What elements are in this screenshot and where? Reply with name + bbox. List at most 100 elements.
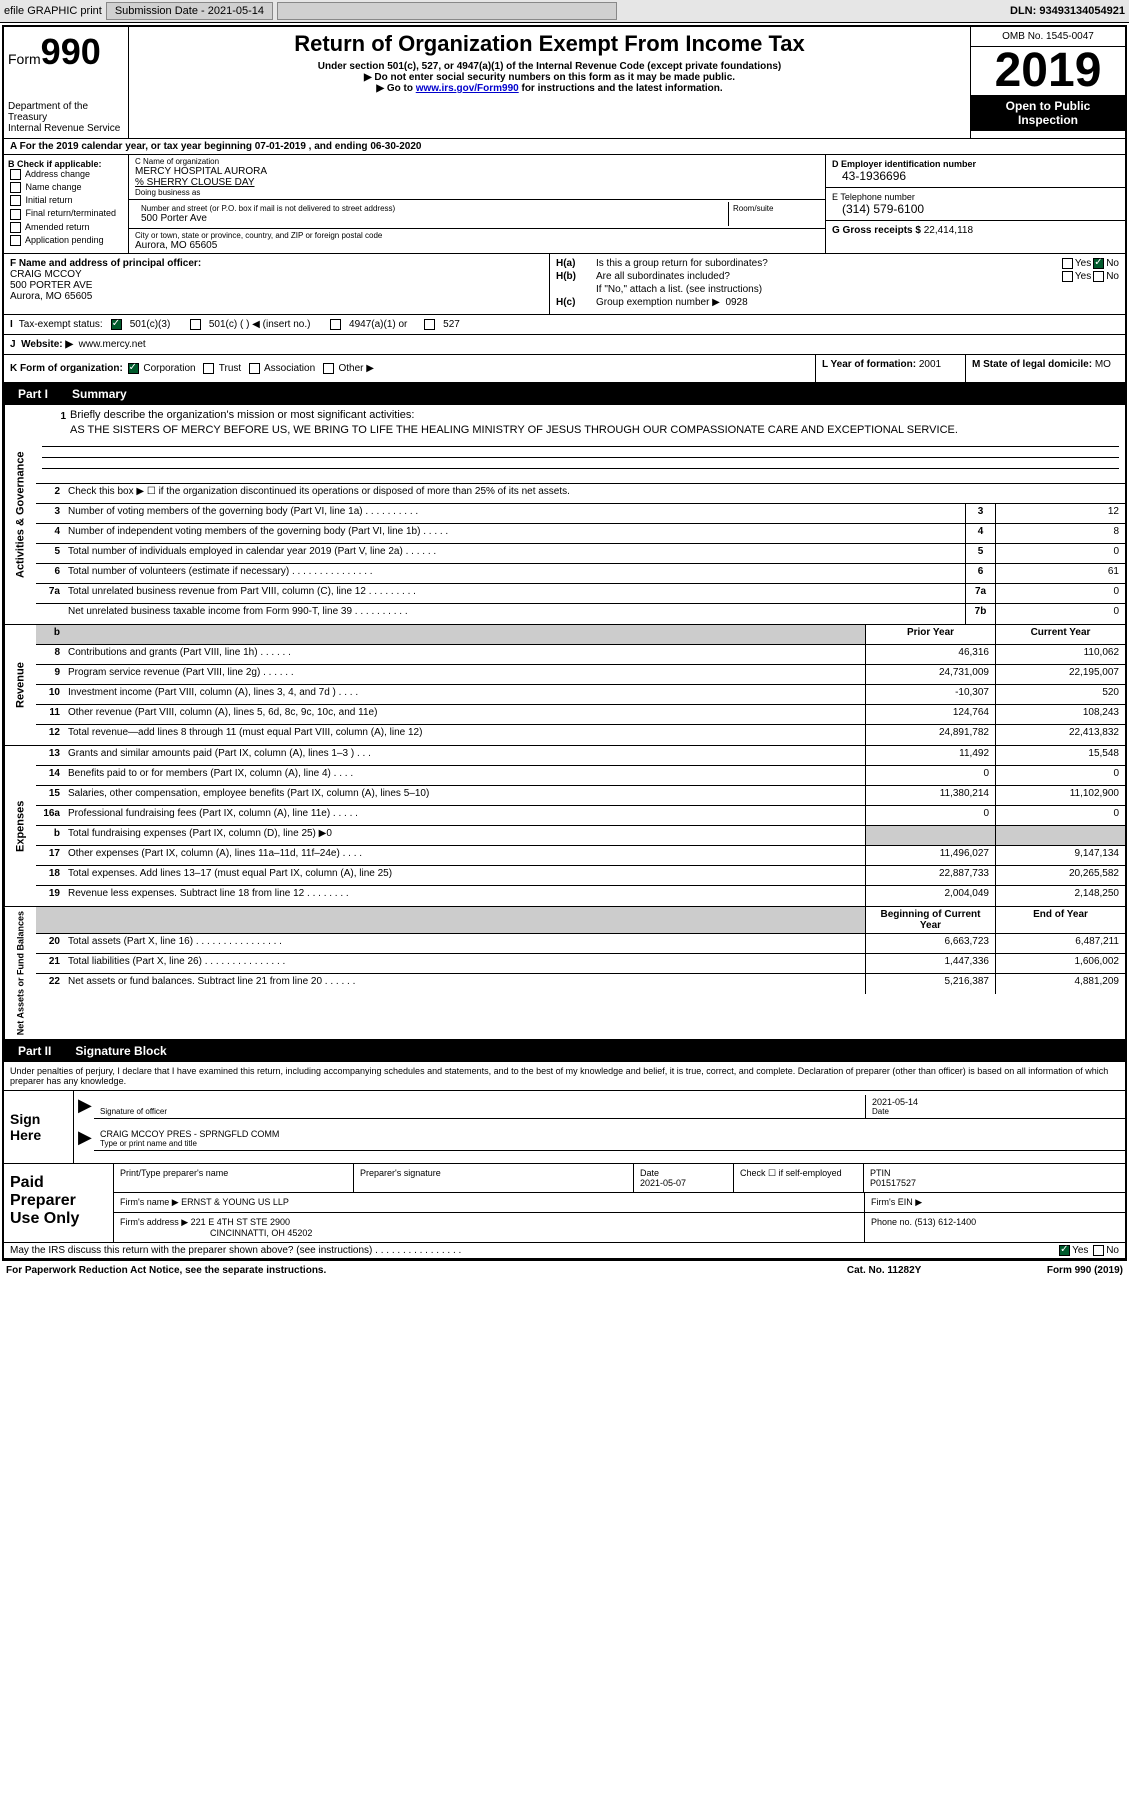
chk-amended-return[interactable]: Amended return [8,222,124,233]
line-box: 5 [965,544,995,563]
current-value: 6,487,211 [995,934,1125,953]
line-1-num: 1 [42,409,70,424]
irs-no-chk[interactable] [1093,1245,1104,1256]
chk-corporation[interactable] [128,363,139,374]
c-label: C Name of organization [135,157,819,166]
chk-4947[interactable] [330,319,341,330]
revenue-rows: 8Contributions and grants (Part VIII, li… [36,645,1125,745]
irs-yes-chk[interactable] [1059,1245,1070,1256]
l-value: 2001 [919,359,941,370]
current-value: 15,548 [995,746,1125,765]
street-left: Number and street (or P.O. box if mail i… [135,202,729,226]
current-value: 520 [995,685,1125,704]
current-value: 11,102,900 [995,786,1125,805]
sig-officer-field[interactable]: Signature of officer [94,1095,865,1119]
line-num: 9 [36,665,64,684]
ein-box: D Employer identification number 43-1936… [826,155,1125,188]
line-row: 5Total number of individuals employed in… [36,544,1125,564]
line-num: b [36,826,64,845]
addr-label: Number and street (or P.O. box if mail i… [141,204,722,213]
firm-ein-label: Firm's EIN ▶ [871,1197,922,1207]
revenue-header-row: b Prior Year Current Year [36,625,1125,645]
line-row: 13Grants and similar amounts paid (Part … [36,746,1125,766]
chk-501c3[interactable] [111,319,122,330]
rev-hdr-text [64,625,865,644]
phone-value: (314) 579-6100 [832,202,1119,216]
i-label: I [10,319,13,330]
submission-date-button[interactable]: Submission Date - 2021-05-14 [106,2,273,20]
chk-other[interactable] [323,363,334,374]
efile-topbar: efile GRAPHIC print Submission Date - 20… [0,0,1129,23]
prior-value: 6,663,723 [865,934,995,953]
line-text: Total number of volunteers (estimate if … [64,564,965,583]
chk-name-change[interactable]: Name change [8,182,124,193]
phone-box: E Telephone number (314) 579-6100 [826,188,1125,221]
sign-here-fields: ▶ Signature of officer 2021-05-14 Date ▶… [74,1091,1125,1163]
sub3-pre: ▶ Go to [376,83,415,94]
chk-501c[interactable] [190,319,201,330]
sig-date-label: Date [872,1107,1119,1116]
chk-application-pending[interactable]: Application pending [8,235,124,246]
chk-final-return[interactable]: Final return/terminated [8,208,124,219]
irs-link[interactable]: www.irs.gov/Form990 [416,83,519,94]
hb-yes-chk[interactable] [1062,271,1073,282]
line-num: 13 [36,746,64,765]
chk-association[interactable] [249,363,260,374]
chk-527[interactable] [424,319,435,330]
hb-no-chk[interactable] [1093,271,1104,282]
paid-row-3: Firm's address ▶ 221 E 4TH ST STE 2900 C… [114,1213,1125,1242]
line-2: 2 Check this box ▶ ☐ if the organization… [36,484,1125,504]
sign-here-block: Sign Here ▶ Signature of officer 2021-05… [4,1091,1125,1164]
sig-officer-label: Signature of officer [100,1107,859,1116]
line-num: 11 [36,705,64,724]
line-text: Revenue less expenses. Subtract line 18 … [64,886,865,906]
header-center: Return of Organization Exempt From Incom… [129,27,970,138]
part-1-title: Summary [72,387,127,401]
line-row: 6Total number of volunteers (estimate if… [36,564,1125,584]
preparer-date-cell: Date 2021-05-07 [634,1164,734,1192]
sig-officer-row: ▶ Signature of officer 2021-05-14 Date [74,1091,1125,1123]
firm-phone-cell: Phone no. (513) 612-1400 [865,1213,1125,1242]
prior-value: 46,316 [865,645,995,664]
chk-address-change[interactable]: Address change [8,169,124,180]
form-990-footer: Form 990 (2019) [1047,1265,1123,1276]
subtitle-1: Under section 501(c), 527, or 4947(a)(1)… [137,61,962,72]
activities-content: 1 Briefly describe the organization's mi… [36,405,1125,624]
line-box: 7a [965,584,995,603]
j-label: J [10,339,16,350]
line-row: 15Salaries, other compensation, employee… [36,786,1125,806]
ha-yes-chk[interactable] [1062,258,1073,269]
ha-no-chk[interactable] [1093,258,1104,269]
officer-addr2: Aurora, MO 65605 [10,291,543,302]
line-num: 17 [36,846,64,865]
prior-value: 1,447,336 [865,954,995,973]
line-text: Total fundraising expenses (Part IX, col… [64,826,865,845]
mission-label: Briefly describe the organization's miss… [70,409,414,424]
preparer-date-label: Date [640,1168,727,1178]
part-1-header: Part I Summary [4,383,1125,405]
blank-button[interactable] [277,2,617,20]
street-block: Number and street (or P.O. box if mail i… [129,200,825,229]
current-value: 20,265,582 [995,866,1125,885]
firm-addr-cell: Firm's address ▶ 221 E 4TH ST STE 2900 C… [114,1213,865,1242]
current-value: 1,606,002 [995,954,1125,973]
hb-label: H(b) [556,271,596,282]
website-url: www.mercy.net [79,339,146,350]
opt-501c: 501(c) ( ) ◀ (insert no.) [209,319,311,330]
preparer-name-label: Print/Type preparer's name [120,1168,347,1178]
chk-trust[interactable] [203,363,214,374]
form-number: Form990 [8,31,124,73]
chk-address-change-label: Address change [25,169,90,179]
line-num: 22 [36,974,64,994]
prior-year-header: Prior Year [865,625,995,644]
paid-preparer-fields: Print/Type preparer's name Preparer's si… [114,1164,1125,1242]
line-text: Grants and similar amounts paid (Part IX… [64,746,865,765]
chk-initial-return[interactable]: Initial return [8,195,124,206]
netassets-section: Net Assets or Fund Balances Beginning of… [4,907,1125,1040]
firm-addr1: 221 E 4TH ST STE 2900 [191,1217,290,1227]
form-990-number: 990 [41,31,101,72]
beginning-year-header: Beginning of Current Year [865,907,995,933]
subtitle-2: ▶ Do not enter social security numbers o… [137,72,962,83]
b-check-label: B Check if applicable: [8,159,124,169]
irs-yes: Yes [1072,1245,1088,1256]
